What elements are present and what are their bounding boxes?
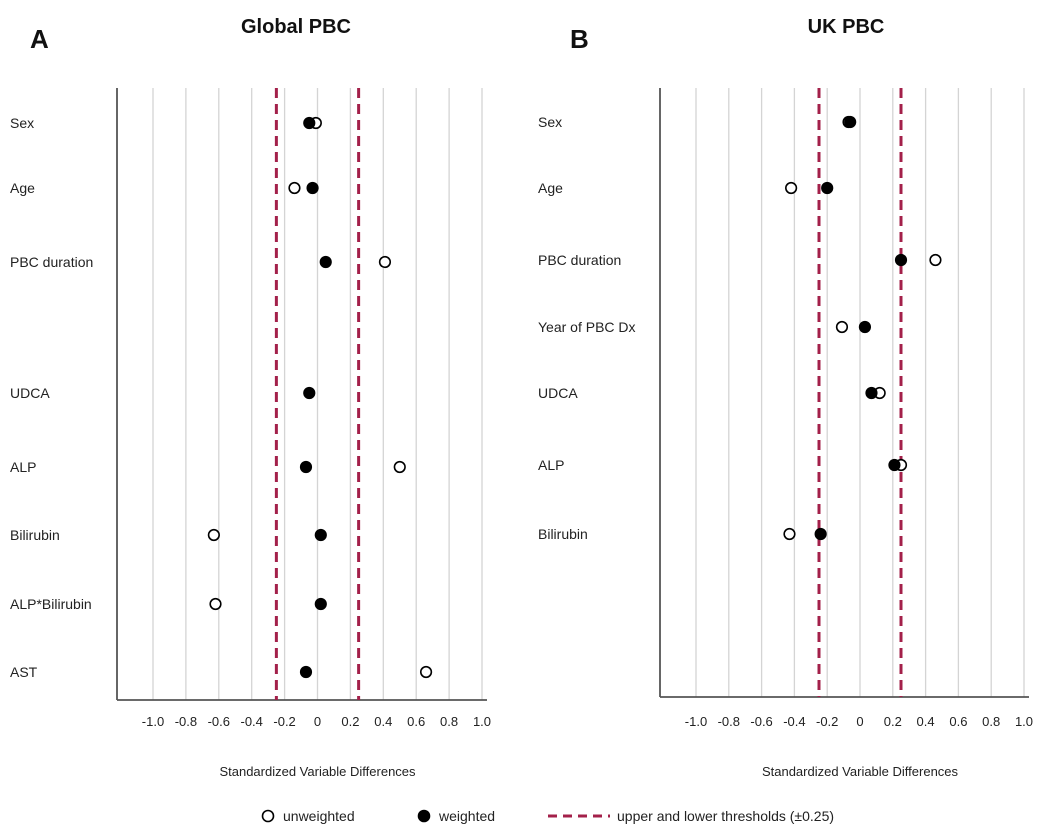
- category-label: Year of PBC Dx: [538, 319, 636, 335]
- unweighted-point: [393, 460, 406, 474]
- unweighted-point: [835, 320, 849, 334]
- category-label: Bilirubin: [538, 526, 588, 542]
- weighted-point: [319, 255, 332, 269]
- x-tick-label: -0.2: [816, 714, 838, 729]
- weighted-point: [888, 458, 901, 472]
- x-tick-label: 0: [856, 714, 863, 729]
- x-tick-label: 0.2: [341, 714, 359, 729]
- unweighted-point: [288, 181, 301, 195]
- legend-unweighted-marker: [261, 809, 275, 823]
- x-tick-label: 1.0: [1015, 714, 1033, 729]
- panel-a: A Global PBC -1.0 -0.8 -0.6 -0.4 -0.2 0 0.2 0.4 0.…: [10, 16, 491, 779]
- category-label: Age: [538, 180, 563, 196]
- unweighted-point: [783, 527, 796, 541]
- x-tick-label: -0.8: [175, 714, 197, 729]
- category-label: Sex: [538, 114, 562, 130]
- category-label: ALP: [538, 457, 564, 473]
- x-tick-label: 0.8: [440, 714, 458, 729]
- unweighted-point: [929, 253, 942, 267]
- weighted-point: [306, 181, 319, 195]
- x-tick-label: 0.4: [374, 714, 392, 729]
- chart-title: Global PBC: [241, 16, 351, 38]
- x-tick-label: -0.6: [208, 714, 230, 729]
- panel-letter: B: [570, 24, 589, 54]
- panels: A Global PBC -1.0 -0.8 -0.6 -0.4 -0.2 0 0.2 0.4 0.…: [10, 16, 1033, 779]
- x-tick-label: 0.6: [407, 714, 425, 729]
- legend-weighted-marker: [417, 809, 431, 823]
- unweighted-point: [207, 528, 220, 542]
- weighted-point: [844, 115, 857, 129]
- x-tick-label: -0.2: [273, 714, 295, 729]
- weighted-point: [299, 460, 313, 474]
- unweighted-point: [209, 597, 222, 611]
- unweighted-point: [378, 255, 392, 269]
- weighted-point: [299, 665, 313, 679]
- category-label: PBC duration: [10, 254, 93, 270]
- panel-b: B UK PBC -1.0 -0.8 -0.6 -0.4 -0.2 0 0.2 0.4 0.6 0.8…: [538, 16, 1033, 779]
- x-tick-label: -0.4: [783, 714, 805, 729]
- x-tick-label: 0: [314, 714, 321, 729]
- x-tick-label: 0.8: [982, 714, 1000, 729]
- x-tick-label: 0.6: [949, 714, 967, 729]
- legend-unweighted-label: unweighted: [283, 808, 355, 824]
- weighted-point: [314, 528, 327, 542]
- weighted-point: [814, 527, 827, 541]
- weighted-point: [858, 320, 872, 334]
- category-label: UDCA: [10, 385, 50, 401]
- chart-title: UK PBC: [808, 16, 885, 38]
- weighted-point: [303, 116, 316, 130]
- weighted-point: [303, 386, 316, 400]
- category-label: ALP*Bilirubin: [10, 596, 92, 612]
- category-label: Age: [10, 180, 35, 196]
- category-label: PBC duration: [538, 252, 621, 268]
- x-tick-label: -0.4: [240, 714, 262, 729]
- category-label: UDCA: [538, 385, 578, 401]
- x-tick-label: -0.6: [750, 714, 772, 729]
- weighted-point: [821, 181, 834, 195]
- x-axis-title: Standardized Variable Differences: [762, 764, 959, 779]
- x-tick-label: 0.2: [884, 714, 902, 729]
- x-tick-label: -0.8: [718, 714, 740, 729]
- unweighted-point: [419, 665, 433, 679]
- x-tick-label: -1.0: [142, 714, 164, 729]
- x-tick-label: 1.0: [473, 714, 491, 729]
- category-label: Sex: [10, 115, 34, 131]
- weighted-point: [894, 253, 908, 267]
- x-axis-title: Standardized Variable Differences: [219, 764, 416, 779]
- category-label: Bilirubin: [10, 527, 60, 543]
- legend-threshold-label: upper and lower thresholds (±0.25): [617, 808, 834, 824]
- legend-weighted-label: weighted: [438, 808, 495, 824]
- x-tick-label: -1.0: [685, 714, 707, 729]
- category-label: ALP: [10, 459, 36, 475]
- category-label: AST: [10, 664, 38, 680]
- weighted-point: [865, 386, 878, 400]
- x-tick-label: 0.4: [917, 714, 935, 729]
- legend: unweighted weighted upper and lower thre…: [261, 808, 834, 824]
- unweighted-point: [785, 181, 798, 195]
- panel-letter: A: [30, 24, 49, 54]
- weighted-point: [314, 597, 327, 611]
